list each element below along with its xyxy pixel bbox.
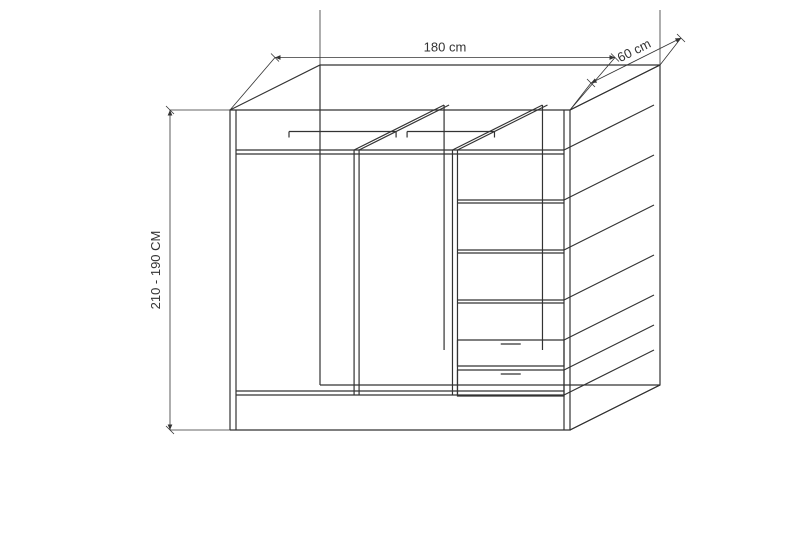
- dim-label-depth: 60 cm: [615, 36, 653, 65]
- wardrobe-technical-drawing: 180 cm 60 cm 210 - 190 CM: [0, 0, 800, 533]
- dim-label-width: 180 cm: [424, 40, 467, 55]
- dim-label-height: 210 - 190 CM: [148, 231, 163, 310]
- dimensions-group: 180 cm 60 cm 210 - 190 CM: [148, 10, 685, 434]
- geometry-group: [230, 65, 660, 430]
